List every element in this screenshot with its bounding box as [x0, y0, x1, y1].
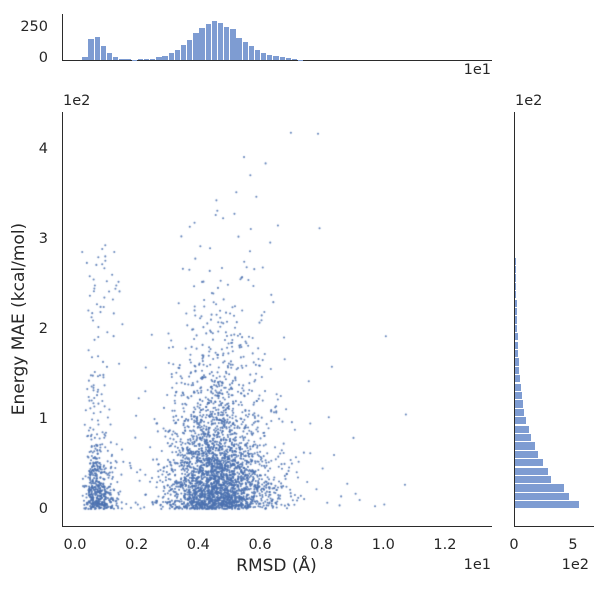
- x-tick-label: 0.6: [248, 537, 272, 553]
- histogram-bar: [205, 24, 211, 60]
- x-axis-label: RMSD (Å): [236, 556, 317, 576]
- y-tick-label: 0: [38, 500, 48, 517]
- histogram-bar: [515, 492, 569, 501]
- histogram-bar: [515, 484, 565, 492]
- right-y-offset-label: 1e2: [515, 93, 543, 109]
- histogram-bar: [515, 408, 525, 417]
- x-tick-label: 0.2: [125, 537, 149, 553]
- histogram-bar: [248, 46, 254, 60]
- histogram-bar: [298, 59, 304, 60]
- histogram-bar: [515, 425, 529, 433]
- x-tick-label: 0.8: [310, 537, 334, 553]
- histogram-bar: [285, 58, 291, 60]
- histogram-bar: [515, 358, 519, 366]
- histogram-bar: [261, 52, 267, 60]
- right-marginal-axes: [514, 112, 594, 527]
- count-tick-label: 0: [509, 537, 519, 553]
- count-tick-label: 5: [568, 537, 578, 553]
- histogram-bar: [515, 316, 517, 324]
- main-scatter-axes: [62, 112, 492, 527]
- histogram-bar: [82, 56, 88, 60]
- histogram-bar: [515, 433, 532, 442]
- histogram-bar: [180, 45, 187, 60]
- histogram-bar: [113, 56, 119, 60]
- histogram-bar: [94, 37, 100, 60]
- histogram-bar: [515, 391, 523, 400]
- histogram-bar: [515, 459, 543, 467]
- y-tick-label: 2: [38, 320, 48, 337]
- histogram-bar: [217, 22, 224, 60]
- y-tick-label: 1: [38, 410, 48, 427]
- top-marginal-axes: [62, 14, 492, 61]
- histogram-bar: [174, 50, 181, 60]
- histogram-bar: [156, 57, 162, 60]
- histogram-bar: [119, 59, 125, 60]
- histogram-bar: [515, 349, 519, 358]
- histogram-bar: [515, 341, 518, 349]
- histogram-bar: [515, 282, 517, 291]
- histogram-bar: [236, 37, 242, 60]
- histogram-bar: [515, 291, 517, 299]
- top-count-tick-250: 250: [20, 18, 48, 35]
- x-tick-label: 1.0: [371, 537, 395, 553]
- histogram-bar: [515, 333, 518, 341]
- histogram-bar: [162, 55, 168, 60]
- x-tick-label: 1.2: [433, 537, 457, 553]
- scatter-canvas: [63, 112, 492, 526]
- histogram-bar: [131, 59, 137, 60]
- histogram-bar: [224, 26, 230, 60]
- histogram-bar: [193, 33, 199, 60]
- histogram-bar: [199, 28, 205, 60]
- histogram-bar: [267, 54, 273, 60]
- histogram-bar: [515, 417, 527, 425]
- histogram-bar: [515, 442, 535, 450]
- histogram-bar: [515, 450, 538, 459]
- right-count-offset-label: 1e2: [561, 557, 589, 573]
- top-count-tick-0: 0: [38, 50, 48, 66]
- histogram-bar: [125, 59, 131, 60]
- x-tick-label: 0.0: [63, 537, 87, 553]
- histogram-bar: [168, 52, 174, 60]
- histogram-bar: [211, 21, 218, 60]
- histogram-bar: [279, 57, 285, 60]
- histogram-bar: [273, 56, 279, 60]
- histogram-bar: [515, 274, 516, 282]
- y-axis-label: Energy MAE (kcal/mol): [9, 222, 29, 416]
- histogram-bar: [515, 366, 519, 375]
- histogram-bar: [106, 52, 113, 60]
- histogram-bar: [515, 475, 552, 484]
- histogram-bar: [254, 50, 261, 60]
- histogram-bar: [515, 307, 517, 316]
- histogram-bar: [515, 257, 516, 265]
- top-x-offset-label: 1e1: [463, 62, 491, 78]
- histogram-bar: [242, 41, 248, 60]
- main-x-offset-label: 1e1: [463, 557, 491, 573]
- y-tick-label: 4: [38, 140, 48, 157]
- histogram-bar: [150, 58, 156, 60]
- histogram-bar: [137, 59, 144, 60]
- histogram-bar: [187, 40, 193, 60]
- histogram-bar: [515, 467, 548, 475]
- histogram-bar: [100, 46, 107, 60]
- histogram-bar: [143, 59, 150, 60]
- histogram-bar: [515, 400, 524, 408]
- histogram-bar: [515, 299, 517, 307]
- main-y-offset-label: 1e2: [63, 93, 91, 109]
- histogram-bar: [515, 324, 518, 333]
- histogram-bar: [88, 39, 94, 60]
- histogram-bar: [515, 375, 520, 383]
- histogram-bar: [515, 265, 516, 274]
- x-tick-label: 0.4: [186, 537, 210, 553]
- histogram-bar: [291, 59, 298, 60]
- histogram-bar: [515, 501, 579, 509]
- histogram-bar: [230, 28, 236, 60]
- y-tick-label: 3: [38, 230, 48, 247]
- histogram-bar: [515, 383, 521, 391]
